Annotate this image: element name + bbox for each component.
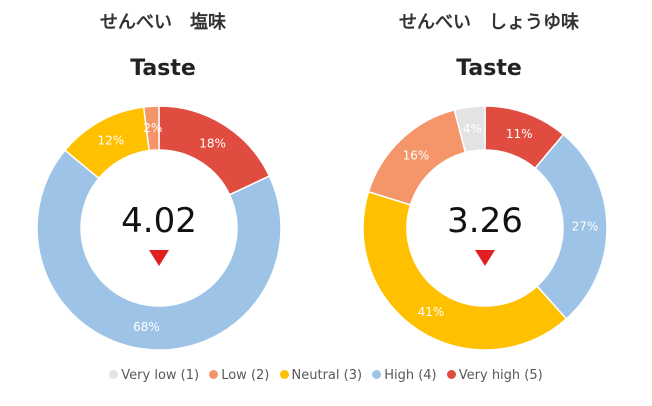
chart-legend: Very low (1) Low (2) Neutral (3) High (4… [0,368,652,383]
data-label: 4% [463,122,482,136]
legend-item: High (4) [372,368,437,383]
product-title: せんべい しょうゆ味 [399,12,579,33]
center-value: 4.02 [121,201,197,241]
legend-dot [279,370,289,379]
chart-title: Taste [456,56,522,81]
legend-label: High (4) [384,368,437,383]
donut-segment [362,190,568,351]
donut-segment [36,149,282,351]
legend-item: Neutral (3) [279,368,363,383]
legend-dot [109,370,119,379]
legend-item: Very low (1) [109,368,199,383]
legend-label: Low (2) [221,368,270,383]
donut-chart: 18% 68% 12% 2% 4.02 [36,105,282,351]
data-label: 27% [572,219,599,233]
data-label: 11% [506,127,533,141]
chart-title: Taste [130,56,196,81]
data-label: 41% [418,305,445,319]
donut-segment [453,105,486,154]
product-title: せんべい 塩味 [100,12,226,33]
legend-label: Very low (1) [121,368,200,383]
data-label: 68% [133,320,160,334]
legend-dot [446,370,456,379]
legend-item: Very high (5) [446,368,543,383]
legend-dot [209,370,219,379]
legend-label: Neutral (3) [291,368,363,383]
data-label: 16% [403,149,430,163]
data-label: 2% [143,121,162,135]
data-label: 18% [199,137,226,151]
down-arrow-icon [149,250,169,266]
chart-salt: せんべい 塩味 Taste 18% 68% 12% 2% 4.02 [0,0,326,360]
legend-item: Low (2) [209,368,269,383]
donut-chart: 11% 27% 41% 16% 4% 3.26 [362,105,608,351]
data-label: 12% [97,133,124,147]
donut-segment [142,105,160,152]
down-arrow-icon [475,250,495,266]
center-value: 3.26 [447,201,523,241]
chart-soy-sauce: せんべい しょうゆ味 Taste 11% 27% 41% 16% 4% 3.26 [326,0,652,360]
legend-dot [372,370,382,379]
legend-label: Very high (5) [458,368,543,383]
